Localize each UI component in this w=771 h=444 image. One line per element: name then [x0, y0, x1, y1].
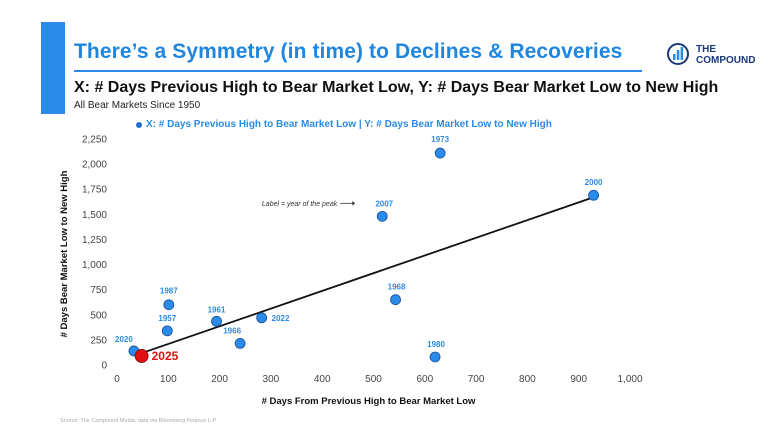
data-point-label: 1966 — [223, 326, 241, 335]
title-rule — [74, 70, 642, 72]
data-point-label: 1980 — [427, 340, 445, 349]
x-tick-label: 1,000 — [617, 374, 642, 385]
data-point-label: 1968 — [388, 283, 406, 292]
compound-logo — [667, 43, 689, 65]
data-point — [390, 294, 401, 306]
y-tick-label: 2,250 — [82, 135, 107, 146]
y-axis-label: # Days Bear Market Low to New High — [59, 170, 70, 337]
y-tick-label: 1,250 — [82, 235, 107, 246]
x-tick-label: 800 — [519, 374, 536, 385]
data-point — [588, 189, 599, 201]
x-tick-label: 100 — [160, 374, 177, 385]
legend-marker-icon — [136, 121, 142, 128]
highlight-point-label: 2025 — [152, 349, 179, 363]
x-tick-label: 0 — [114, 374, 120, 385]
y-tick-label: 2,000 — [82, 160, 107, 171]
x-tick-label: 400 — [314, 374, 331, 385]
logo-bar-1 — [673, 54, 676, 60]
data-point-label: 1987 — [160, 287, 178, 296]
data-point-label: 2007 — [375, 199, 393, 208]
chart-subtitle: X: # Days Previous High to Bear Market L… — [74, 79, 719, 96]
x-tick-label: 300 — [263, 374, 280, 385]
source-note: Source: The Compound Media, data via Blo… — [60, 418, 217, 424]
data-point-label: 2000 — [585, 178, 603, 187]
legend-label: X: # Days Previous High to Bear Market L… — [146, 119, 552, 130]
x-tick-label: 700 — [468, 374, 485, 385]
data-point-label: 1957 — [158, 314, 176, 323]
data-point — [161, 325, 173, 337]
y-tick-label: 750 — [90, 285, 107, 296]
logo-line1: THE — [696, 44, 716, 55]
data-point — [429, 351, 441, 363]
accent-bar — [41, 22, 65, 114]
y-tick-label: 250 — [90, 335, 107, 346]
y-tick-label: 1,000 — [82, 260, 107, 271]
logo-line2: COMPOUND — [696, 55, 756, 66]
data-point — [234, 338, 246, 349]
legend: X: # Days Previous High to Bear Market L… — [136, 119, 552, 130]
y-tick-label: 1,750 — [82, 185, 107, 196]
y-tick-label: 500 — [90, 310, 107, 321]
y-tick-label: 0 — [101, 361, 107, 372]
data-point — [434, 147, 446, 159]
x-axis-label: # Days From Previous High to Bear Market… — [262, 396, 476, 407]
data-point-label: 2020 — [115, 335, 133, 344]
x-tick-label: 200 — [211, 374, 228, 385]
data-point — [376, 210, 388, 222]
data-point-label: 2022 — [272, 314, 290, 323]
x-tick-label: 500 — [365, 374, 382, 385]
data-point — [256, 312, 268, 324]
chart-title: There’s a Symmetry (in time) to Declines… — [74, 40, 623, 63]
trendline — [134, 196, 594, 357]
y-tick-label: 1,500 — [82, 210, 107, 221]
annotation-text: Label = year of the peak — [262, 201, 338, 208]
logo-ring-icon — [667, 43, 689, 65]
data-point — [163, 299, 175, 311]
logo-bar-3 — [680, 47, 684, 60]
x-tick-label: 600 — [416, 374, 433, 385]
logo-bar-2 — [676, 50, 680, 60]
logo-text: THE COMPOUND — [696, 44, 755, 66]
data-point — [211, 315, 222, 327]
data-point-label: 1961 — [208, 305, 226, 314]
chart-subsubtitle: All Bear Markets Since 1950 — [74, 100, 201, 111]
x-tick-label: 900 — [570, 374, 587, 385]
annotation-arrowhead — [352, 201, 356, 206]
data-point-label: 1973 — [431, 135, 449, 144]
highlight-point — [134, 349, 149, 363]
